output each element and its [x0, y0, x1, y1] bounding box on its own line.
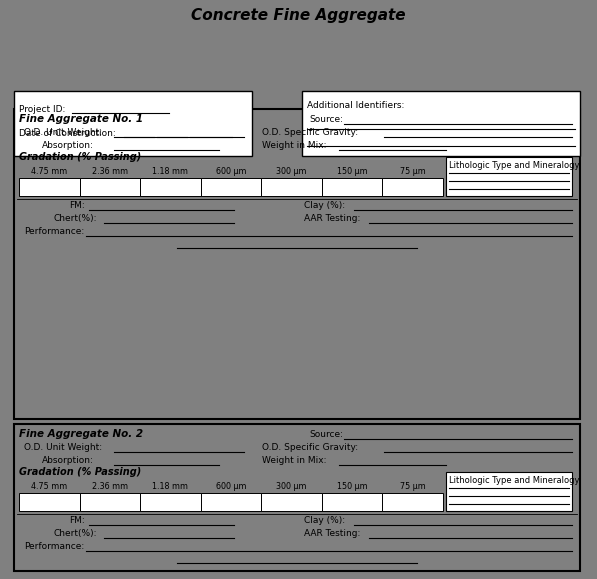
- Text: Performance:: Performance:: [24, 542, 84, 551]
- Text: 600 μm: 600 μm: [216, 167, 246, 176]
- Text: Clay (%):: Clay (%):: [304, 201, 345, 210]
- Text: Absorption:: Absorption:: [42, 456, 94, 465]
- Text: Fine Aggregate No. 1: Fine Aggregate No. 1: [19, 114, 143, 124]
- Bar: [14, 109, 580, 419]
- Text: FM:: FM:: [69, 201, 85, 210]
- Text: 1.18 mm: 1.18 mm: [152, 167, 189, 176]
- Bar: [19, 493, 79, 511]
- Text: 150 μm: 150 μm: [337, 167, 368, 176]
- Text: O.D. Specific Gravity:: O.D. Specific Gravity:: [262, 443, 358, 452]
- Text: 4.75 mm: 4.75 mm: [31, 482, 67, 491]
- Text: Lithologic Type and Mineralogy:: Lithologic Type and Mineralogy:: [449, 476, 581, 485]
- Text: Weight in Mix:: Weight in Mix:: [262, 456, 327, 465]
- Text: Gradation (% Passing): Gradation (% Passing): [19, 467, 141, 477]
- Bar: [14, 91, 252, 156]
- Bar: [19, 178, 79, 196]
- Text: 4.75 mm: 4.75 mm: [31, 167, 67, 176]
- Text: Project ID:: Project ID:: [19, 105, 66, 114]
- Bar: [140, 178, 201, 196]
- Bar: [140, 493, 201, 511]
- Text: 1.18 mm: 1.18 mm: [152, 482, 189, 491]
- Text: O.D. Specific Gravity:: O.D. Specific Gravity:: [262, 128, 358, 137]
- Bar: [79, 493, 140, 511]
- Text: Date of Construction:: Date of Construction:: [19, 129, 116, 138]
- Bar: [201, 493, 261, 511]
- Bar: [302, 91, 580, 156]
- Bar: [446, 157, 572, 196]
- Text: 300 μm: 300 μm: [276, 167, 307, 176]
- Bar: [261, 493, 322, 511]
- Text: Performance:: Performance:: [24, 227, 84, 236]
- Text: Fine Aggregate No. 2: Fine Aggregate No. 2: [19, 429, 143, 439]
- Bar: [79, 178, 140, 196]
- Bar: [261, 178, 322, 196]
- Text: 75 μm: 75 μm: [400, 482, 426, 491]
- Text: Chert(%):: Chert(%):: [54, 529, 97, 538]
- Text: 300 μm: 300 μm: [276, 482, 307, 491]
- Text: Concrete Fine Aggregate: Concrete Fine Aggregate: [191, 8, 406, 23]
- Bar: [14, 424, 580, 571]
- Text: Chert(%):: Chert(%):: [54, 214, 97, 223]
- Text: Additional Identifiers:: Additional Identifiers:: [307, 101, 404, 110]
- Text: 150 μm: 150 μm: [337, 482, 368, 491]
- Text: AAR Testing:: AAR Testing:: [304, 529, 361, 538]
- Text: O.D. Unit Weight:: O.D. Unit Weight:: [24, 128, 102, 137]
- Text: 75 μm: 75 μm: [400, 167, 426, 176]
- Text: 2.36 mm: 2.36 mm: [92, 167, 128, 176]
- Text: O.D. Unit Weight:: O.D. Unit Weight:: [24, 443, 102, 452]
- Text: Absorption:: Absorption:: [42, 141, 94, 150]
- Text: Source:: Source:: [309, 430, 343, 439]
- Text: Source:: Source:: [309, 115, 343, 124]
- Bar: [446, 472, 572, 511]
- Bar: [383, 493, 443, 511]
- Bar: [322, 493, 383, 511]
- Text: FM:: FM:: [69, 516, 85, 525]
- Bar: [383, 178, 443, 196]
- Bar: [201, 178, 261, 196]
- Text: Gradation (% Passing): Gradation (% Passing): [19, 152, 141, 162]
- Text: AAR Testing:: AAR Testing:: [304, 214, 361, 223]
- Text: 2.36 mm: 2.36 mm: [92, 482, 128, 491]
- Text: 600 μm: 600 μm: [216, 482, 246, 491]
- Text: Clay (%):: Clay (%):: [304, 516, 345, 525]
- Text: Weight in Mix:: Weight in Mix:: [262, 141, 327, 150]
- Text: Lithologic Type and Mineralogy:: Lithologic Type and Mineralogy:: [449, 161, 581, 170]
- Bar: [322, 178, 383, 196]
